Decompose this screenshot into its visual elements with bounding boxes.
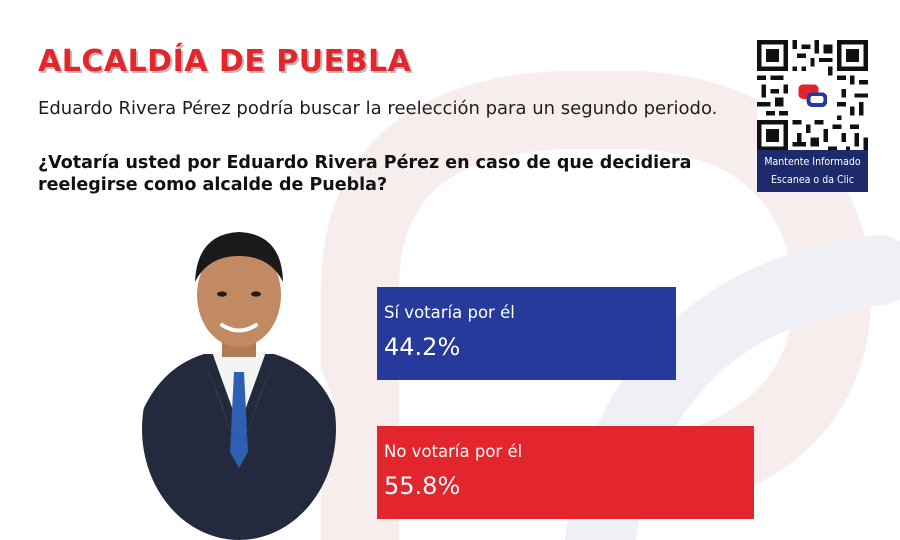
qr-caption[interactable]: Mantente Informado Escanea o da Clic xyxy=(757,150,868,192)
page-title: ALCALDÍA DE PUEBLA xyxy=(38,44,412,79)
subtitle: Eduardo Rivera Pérez podría buscar la re… xyxy=(38,98,718,119)
bar-no: No votaría por él 55.8% xyxy=(377,426,754,519)
qr-caption-line-2: Escanea o da Clic xyxy=(770,174,855,186)
candidate-portrait xyxy=(142,232,336,540)
bar-no-value: 55.8% xyxy=(384,472,461,500)
chat-bubbles-logo-icon xyxy=(794,77,831,114)
bar-yes-label: Sí votaría por él xyxy=(384,303,515,322)
qr-code-icon[interactable] xyxy=(757,40,868,151)
bar-no-label: No votaría por él xyxy=(384,442,523,461)
survey-question: ¿Votaría usted por Eduardo Rivera Pérez … xyxy=(38,153,692,195)
qr-caption-line-1: Mantente Informado xyxy=(764,156,861,168)
bar-yes: Sí votaría por él 44.2% xyxy=(377,287,676,380)
bar-yes-value: 44.2% xyxy=(384,333,461,361)
